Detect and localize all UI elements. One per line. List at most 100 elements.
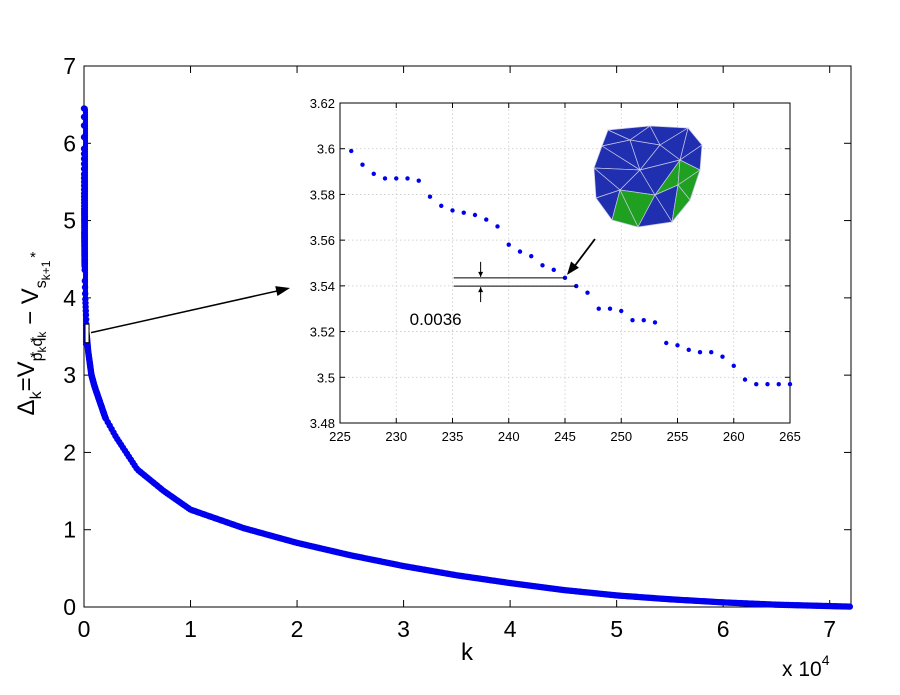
y-tick-label: 7 [63,53,76,79]
inset-x-tick-label: 255 [667,429,689,444]
x-tick-label: 6 [717,616,730,642]
polyhedron-face [611,189,639,228]
main-chart: 0 1 2 3 4 5 6 7 0 1 2 3 4 5 6 7 k x 104 Δk=Vpkqk − Vsk+… [13,53,854,681]
polyhedron-face [639,159,681,196]
inset-data-point [787,381,793,387]
inset-x-tick-label: 265 [779,429,801,444]
inset-data-point [349,148,354,154]
inset-data-point [371,171,376,177]
inset-y-tick-label: 3.5 [317,370,335,385]
main-data-point [82,145,88,152]
inset-data-point [551,267,556,273]
inset-y-tick-label: 3.48 [310,416,335,431]
zoom-arrow-head [275,286,290,296]
zoom-arrow [90,288,287,334]
y-tick-label: 1 [63,517,76,543]
inset-data-point [720,354,725,359]
main-ticks: 0 1 2 3 4 5 6 7 0 1 2 3 4 5 6 7 [63,53,851,642]
y-tick-label: 6 [63,130,76,156]
inset-data-point [506,242,511,247]
inset-y-tick-label: 3.58 [310,187,335,202]
inset-data-point [427,194,433,199]
inset-data-point [697,349,703,355]
x-tick-label: 7 [823,616,836,642]
inset-data-point [675,343,680,348]
difference-annotation [453,261,577,303]
inset-data-point [540,263,545,268]
inset-data-point [686,347,691,353]
inset-data-point [754,381,759,387]
inset-x-tick-label: 245 [554,429,576,444]
inset-data-point [439,203,444,209]
x-tick-label: 1 [184,616,197,642]
inset-y-tick-label: 3.52 [310,325,335,340]
inset-data-point [461,210,466,215]
inset-x-tick-label: 235 [442,429,464,444]
inset-x-tick-label: 225 [329,429,351,444]
annotation-arrow-head-down [478,271,484,277]
y-tick-label: 4 [63,285,76,311]
inset-data-point [472,212,478,218]
x-axis-label: k [461,639,474,666]
annotation-arrow-head-up [478,287,484,293]
polyhedron-arrow-head [567,261,579,275]
inset-x-tick-label: 260 [723,429,745,444]
x-axis-multiplier: x 104 [782,652,830,681]
x-tick-label: 5 [610,616,623,642]
inset-data-point [765,381,770,387]
inset-data-point [517,249,523,254]
y-tick-label: 0 [63,594,76,620]
inset-data-point [405,176,410,181]
y-tick-label: 3 [63,362,76,388]
main-data-point [82,105,88,112]
inset-data-point [742,377,748,382]
inset-data-point [596,306,601,311]
inset-data-point [360,162,365,167]
polyhedron-image [592,125,703,228]
inset-chart: 225 230 235 240 245 250 255 260 265 3.48 3.5 3.52 3.… [310,96,801,444]
inset-data-point [416,178,421,183]
inset-data-point [664,340,669,346]
svg-text:Δk=Vpkqk − Vsk+1: Δk=Vpkqk − Vsk+1 [13,260,53,415]
x-tick-label: 2 [291,616,304,642]
inset-data-point [607,306,613,311]
inset-x-tick-label: 230 [385,429,407,444]
y-axis-label: Δk=Vpkqk − Vsk+1 [13,260,53,415]
y-tick-label: 2 [63,439,76,465]
inset-data-point [641,317,646,323]
difference-label: 0.0036 [410,310,462,329]
inset-data-point [652,320,658,325]
main-data-point [82,122,88,129]
y-tick-label: 5 [63,208,76,234]
inset-data-point [709,349,714,355]
inset-data-point [585,290,590,295]
inset-y-tick-label: 3.54 [310,279,335,294]
inset-ticks: 225 230 235 240 245 250 255 260 265 3.48 3.5 3.52 3.… [310,96,801,444]
inset-data-point [382,176,388,181]
inset-data-points [349,148,793,387]
inset-data-point [731,363,736,369]
x-tick-label: 4 [504,616,517,642]
inset-y-tick-label: 3.56 [310,233,335,248]
main-data-point [82,155,88,162]
polyhedron-face [637,194,673,228]
zoom-region-marker [84,323,90,344]
ylabel-delta: Δ [13,399,40,415]
inset-data-point [630,317,635,323]
polyhedron-face [671,184,691,224]
inset-x-tick-label: 250 [610,429,632,444]
ylabel-star-3: * [30,249,36,266]
main-data-point [846,603,854,610]
inset-data-point [450,208,455,213]
x-tick-label: 0 [78,616,91,642]
inset-data-point [394,176,399,181]
ylabel-star-1: * [30,349,36,366]
inset-data-point [495,224,500,229]
inset-data-point [776,381,781,387]
ylabel-star-2: * [30,334,36,351]
inset-y-tick-label: 3.62 [310,96,335,111]
inset-data-point [529,253,534,259]
inset-data-point [484,217,489,222]
x-tick-label: 3 [397,616,410,642]
